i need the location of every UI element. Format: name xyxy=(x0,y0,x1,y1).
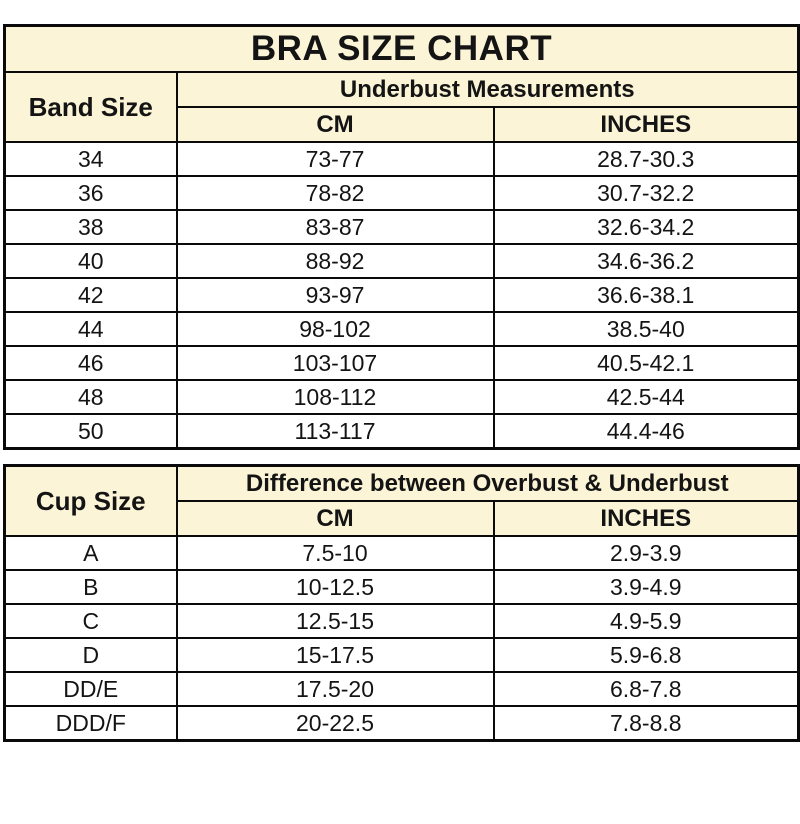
cm-range-cell: 88-92 xyxy=(175,243,495,279)
cup-size-cell: A xyxy=(3,535,178,571)
cup-cm-column-header: CM xyxy=(175,500,495,537)
cm-range-cell: 15-17.5 xyxy=(175,637,495,673)
cup-size-cell: C xyxy=(3,603,178,639)
band-size-cell: 46 xyxy=(3,345,178,381)
overbust-difference-header: Difference between Overbust & Underbust xyxy=(175,464,800,502)
table-row: 42 93-97 36.6-38.1 xyxy=(3,277,800,313)
band-cm-column-header: CM xyxy=(175,106,495,143)
band-size-cell: 42 xyxy=(3,277,178,313)
cup-size-cell: DDD/F xyxy=(3,705,178,742)
inches-range-cell: 32.6-34.2 xyxy=(492,209,800,245)
inches-range-cell: 40.5-42.1 xyxy=(492,345,800,381)
cm-range-cell: 93-97 xyxy=(175,277,495,313)
cup-size-cell: DD/E xyxy=(3,671,178,707)
table-row: 48 108-112 42.5-44 xyxy=(3,379,800,415)
inches-range-cell: 38.5-40 xyxy=(492,311,800,347)
cup-size-header: Cup Size xyxy=(3,464,178,537)
band-size-cell: 50 xyxy=(3,413,178,450)
bra-size-chart-page: BRA SIZE CHART Band Size Underbust Measu… xyxy=(0,24,800,824)
band-size-cell: 38 xyxy=(3,209,178,245)
cm-range-cell: 20-22.5 xyxy=(175,705,495,742)
cm-range-cell: 103-107 xyxy=(175,345,495,381)
cup-inches-column-header: INCHES xyxy=(492,500,800,537)
table-row: 50 113-117 44.4-46 xyxy=(3,413,800,450)
cm-range-cell: 7.5-10 xyxy=(175,535,495,571)
table-row: D 15-17.5 5.9-6.8 xyxy=(3,637,800,673)
band-size-table: BRA SIZE CHART Band Size Underbust Measu… xyxy=(3,24,800,450)
inches-range-cell: 34.6-36.2 xyxy=(492,243,800,279)
inches-range-cell: 44.4-46 xyxy=(492,413,800,450)
inches-range-cell: 4.9-5.9 xyxy=(492,603,800,639)
table-row: 44 98-102 38.5-40 xyxy=(3,311,800,347)
inches-range-cell: 28.7-30.3 xyxy=(492,141,800,177)
inches-range-cell: 2.9-3.9 xyxy=(492,535,800,571)
cm-range-cell: 108-112 xyxy=(175,379,495,415)
underbust-measurements-header: Underbust Measurements xyxy=(175,71,800,108)
table-row: DDD/F 20-22.5 7.8-8.8 xyxy=(3,705,800,742)
cup-size-cell: D xyxy=(3,637,178,673)
cm-range-cell: 10-12.5 xyxy=(175,569,495,605)
inches-range-cell: 6.8-7.8 xyxy=(492,671,800,707)
inches-range-cell: 3.9-4.9 xyxy=(492,569,800,605)
inches-range-cell: 5.9-6.8 xyxy=(492,637,800,673)
band-size-cell: 44 xyxy=(3,311,178,347)
table-row: 38 83-87 32.6-34.2 xyxy=(3,209,800,245)
table-row: 46 103-107 40.5-42.1 xyxy=(3,345,800,381)
table-row: 40 88-92 34.6-36.2 xyxy=(3,243,800,279)
inches-range-cell: 36.6-38.1 xyxy=(492,277,800,313)
cm-range-cell: 113-117 xyxy=(175,413,495,450)
cm-range-cell: 98-102 xyxy=(175,311,495,347)
cm-range-cell: 12.5-15 xyxy=(175,603,495,639)
page-title: BRA SIZE CHART xyxy=(3,24,800,73)
cm-range-cell: 78-82 xyxy=(175,175,495,211)
table-row: A 7.5-10 2.9-3.9 xyxy=(3,535,800,571)
band-size-cell: 36 xyxy=(3,175,178,211)
cm-range-cell: 17.5-20 xyxy=(175,671,495,707)
inches-range-cell: 42.5-44 xyxy=(492,379,800,415)
table-row: 36 78-82 30.7-32.2 xyxy=(3,175,800,211)
table-row: B 10-12.5 3.9-4.9 xyxy=(3,569,800,605)
cm-range-cell: 83-87 xyxy=(175,209,495,245)
table-row: DD/E 17.5-20 6.8-7.8 xyxy=(3,671,800,707)
table-row: C 12.5-15 4.9-5.9 xyxy=(3,603,800,639)
band-inches-column-header: INCHES xyxy=(492,106,800,143)
table-row: 34 73-77 28.7-30.3 xyxy=(3,141,800,177)
cm-range-cell: 73-77 xyxy=(175,141,495,177)
band-size-cell: 40 xyxy=(3,243,178,279)
cup-size-cell: B xyxy=(3,569,178,605)
band-size-cell: 48 xyxy=(3,379,178,415)
inches-range-cell: 7.8-8.8 xyxy=(492,705,800,742)
band-size-header: Band Size xyxy=(3,71,178,143)
band-size-cell: 34 xyxy=(3,141,178,177)
inches-range-cell: 30.7-32.2 xyxy=(492,175,800,211)
cup-size-table: Cup Size Difference between Overbust & U… xyxy=(3,464,800,742)
